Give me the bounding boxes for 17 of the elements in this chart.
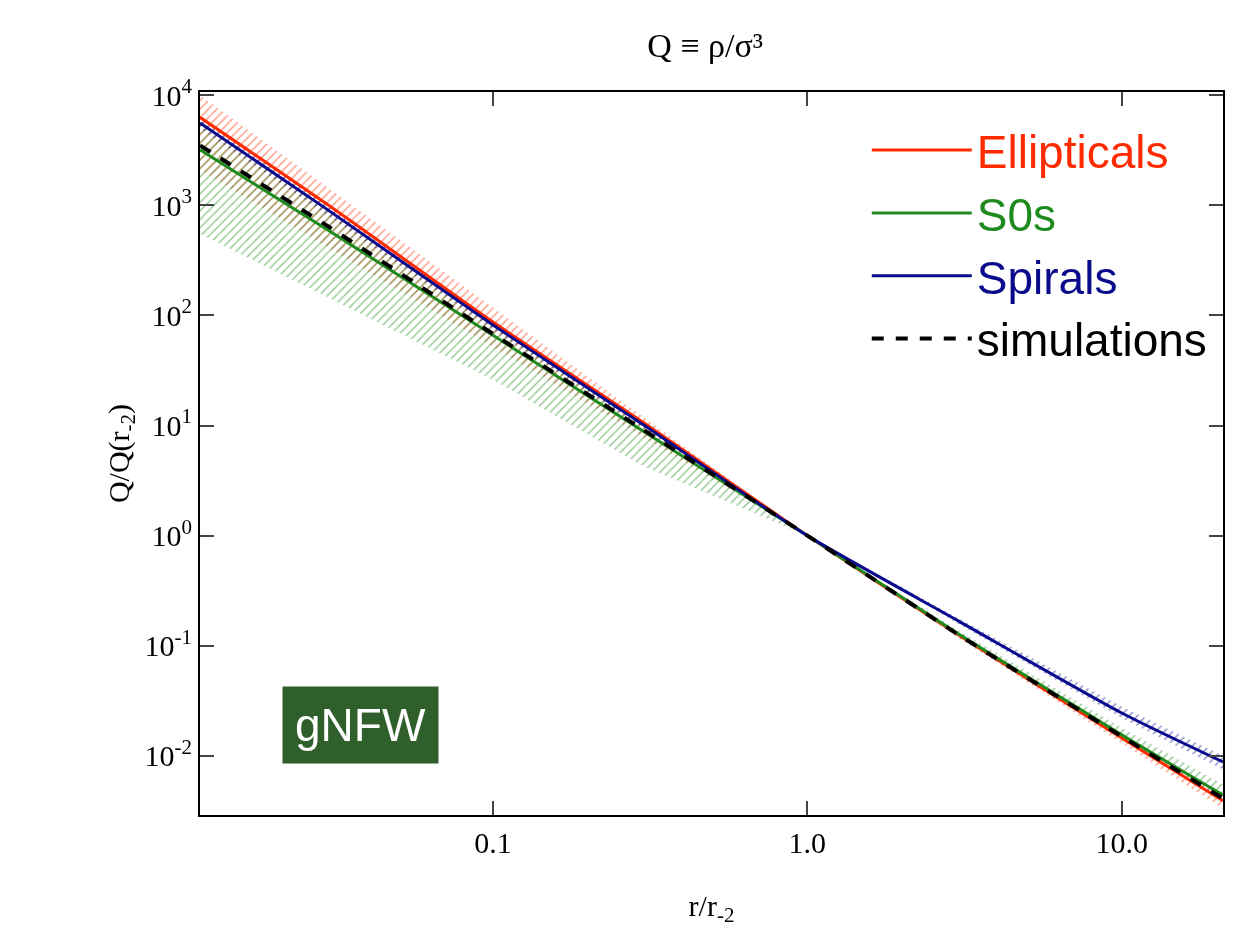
- chart-title: Q ≡ ρ/σ³: [647, 26, 763, 64]
- y-tick-label: 10$^{2}$: [151, 294, 192, 332]
- y-tick-label: 10$^{3}$: [151, 184, 192, 222]
- y-tick-label: 10$^{-2}$: [144, 734, 192, 773]
- annotation: gNFW: [295, 699, 426, 751]
- legend-label: Ellipticals: [976, 126, 1169, 179]
- x-axis-title: r/r$_{-2}$: [688, 889, 735, 928]
- y-tick-label: 10$^{1}$: [151, 404, 192, 443]
- x-tick-label: 1.0: [788, 826, 827, 859]
- y-tick-label: 10$^{0}$: [151, 514, 192, 553]
- legend-label: Spirals: [976, 251, 1118, 304]
- legend-label: simulations: [976, 314, 1207, 367]
- y-tick-label: 10$^{4}$: [151, 74, 193, 112]
- y-tick-label: 10$^{-1}$: [144, 624, 192, 663]
- x-tick-label: 0.1: [474, 826, 512, 859]
- x-tick-label: 10.0: [1095, 826, 1148, 859]
- legend-label: S0s: [976, 188, 1057, 241]
